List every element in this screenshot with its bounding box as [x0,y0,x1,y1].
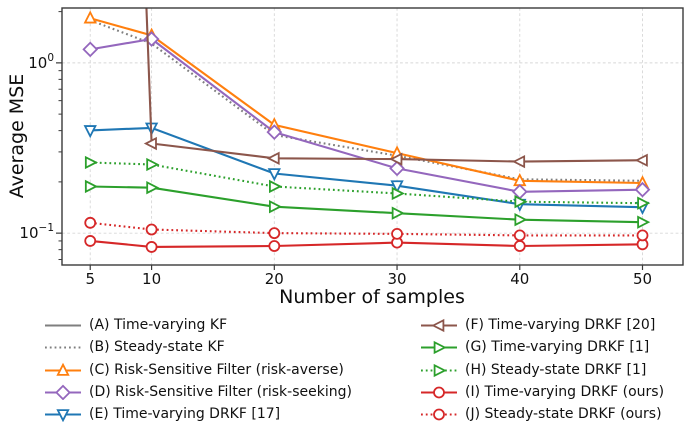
legend-swatch-a [45,324,81,327]
legend-swatch-line [421,363,457,377]
legend-label-i: (I) Time-varying DRKF (ours) [465,384,665,401]
legend-label-a: (A) Time-varying KF [89,317,228,334]
legend-swatch-line [421,341,457,355]
chart-canvas: 5 10 20 30 40 50 100 10−1 [19,7,684,288]
legend-label-c: (C) Risk-Sensitive Filter (risk-averse) [89,361,344,378]
plot-border [61,7,684,266]
legend-swatch-h [421,363,457,377]
series-I [84,235,649,253]
legend-label-g: (G) Time-varying DRKF [1] [465,339,650,356]
legend-item-f: (F) Time-varying DRKF [20] [420,314,664,336]
x-axis-label: Number of samples [279,286,465,308]
tick-labels: 5 10 20 30 40 50 100 10−1 [19,52,652,288]
x-tick-label: 50 [633,270,652,288]
legend-swatch-line [421,386,457,399]
legend-swatch-line [421,318,457,333]
x-tick-label: 40 [510,270,529,288]
y-tick-label: 100 [28,52,54,72]
legend-swatch-line [421,408,457,421]
y-axis-label: Average MSE [6,73,28,199]
legend-swatch-b [45,346,81,349]
x-tick-label: 10 [142,270,161,288]
series-B [89,19,643,182]
y-tick-label: 10−1 [19,222,54,242]
legend-column-1: (A) Time-varying KF (B) Steady-state KF … [44,314,352,425]
x-tick-label: 5 [85,270,95,288]
legend-item-a: (A) Time-varying KF [44,314,352,336]
x-tick-label: 30 [387,270,406,288]
x-tick-label: 20 [265,270,284,288]
legend-item-i: (I) Time-varying DRKF (ours) [420,381,664,403]
legend-label-e: (E) Time-varying DRKF [17] [89,406,281,423]
legend-swatch-e [45,409,81,423]
legend-swatch-line [45,409,81,423]
legend-item-d: (D) Risk-Sensitive Filter (risk-seeking) [44,381,352,403]
legend-swatch-g [421,341,457,355]
legend-item-h: (H) Steady-state DRKF [1] [420,359,664,381]
legend-label-b: (B) Steady-state KF [89,339,225,356]
axis-ticks [56,11,644,270]
legend-swatch-line [45,384,81,401]
legend-swatch-j [421,408,457,421]
legend-item-e: (E) Time-varying DRKF [17] [44,403,352,425]
legend-column-2: (F) Time-varying DRKF [20] (G) Time-vary… [420,314,664,425]
series-H [84,155,651,210]
series-E [83,122,650,215]
legend-label-d: (D) Risk-Sensitive Filter (risk-seeking) [89,384,352,401]
legend-swatch-i [421,386,457,399]
legend-swatch-line [45,362,81,376]
series-G [84,179,651,229]
legend-swatch-f [421,318,457,333]
legend-item-g: (G) Time-varying DRKF [1] [420,336,664,358]
series-J [84,216,649,242]
legend-item-b: (B) Steady-state KF [44,336,352,358]
legend-item-c: (C) Risk-Sensitive Filter (risk-averse) [44,359,352,381]
legend-item-j: (J) Steady-state DRKF (ours) [420,403,664,425]
legend-label-j: (J) Steady-state DRKF (ours) [465,406,662,423]
legend-label-f: (F) Time-varying DRKF [20] [465,317,656,334]
legend-swatch-c [45,362,81,376]
series-F [143,8,648,169]
legend-swatch-d [45,384,81,401]
legend-label-h: (H) Steady-state DRKF [1] [465,361,647,378]
